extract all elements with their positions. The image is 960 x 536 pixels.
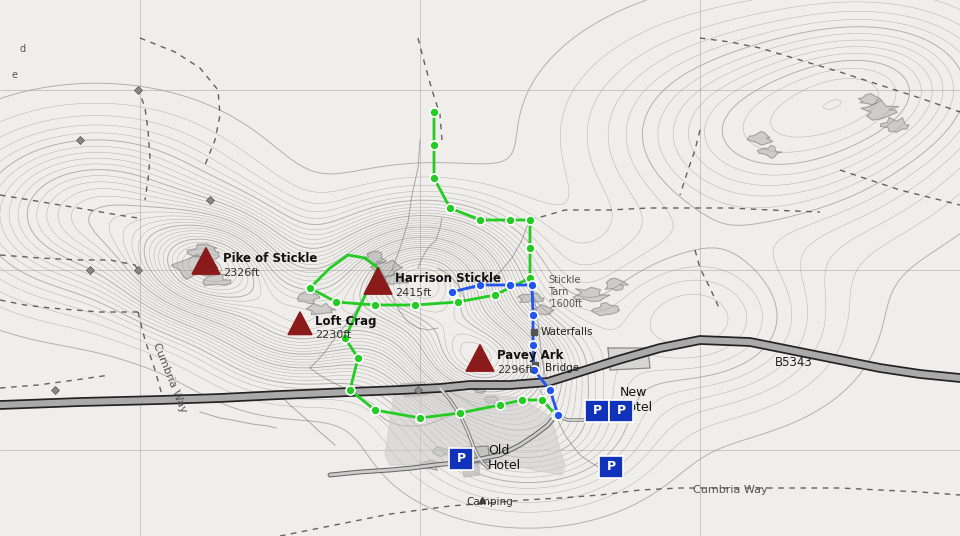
Polygon shape <box>192 248 220 274</box>
Polygon shape <box>608 348 650 370</box>
Text: 2326ft: 2326ft <box>223 268 259 278</box>
Text: P: P <box>456 452 466 465</box>
Polygon shape <box>187 244 220 260</box>
Text: Bridge: Bridge <box>545 363 579 373</box>
Text: 2296ft: 2296ft <box>497 365 534 375</box>
Polygon shape <box>462 462 480 477</box>
Text: Pike of Stickle: Pike of Stickle <box>223 252 318 265</box>
Text: Stickle
Tarn
'1600ft: Stickle Tarn '1600ft <box>548 276 582 309</box>
Polygon shape <box>485 396 500 404</box>
Polygon shape <box>469 384 492 393</box>
Polygon shape <box>573 287 610 302</box>
Polygon shape <box>380 272 409 285</box>
Polygon shape <box>288 312 312 334</box>
Text: B5343: B5343 <box>775 356 813 369</box>
Text: Cumbria Way: Cumbria Way <box>693 485 767 495</box>
Text: Waterfalls: Waterfalls <box>541 327 593 337</box>
Polygon shape <box>364 267 392 294</box>
Text: New
Hotel: New Hotel <box>620 386 653 414</box>
Polygon shape <box>534 304 554 315</box>
Text: e: e <box>12 70 18 80</box>
Polygon shape <box>203 274 230 286</box>
Text: P: P <box>607 460 615 473</box>
FancyBboxPatch shape <box>585 400 609 422</box>
Text: Pavey Ark: Pavey Ark <box>497 349 564 362</box>
Polygon shape <box>757 145 781 159</box>
Polygon shape <box>517 293 544 302</box>
Text: Camping: Camping <box>467 497 514 507</box>
Polygon shape <box>385 388 565 475</box>
Polygon shape <box>861 101 900 120</box>
Polygon shape <box>171 255 218 279</box>
Text: P: P <box>592 405 602 418</box>
Polygon shape <box>591 303 620 316</box>
Text: 2415ft: 2415ft <box>395 288 431 298</box>
Polygon shape <box>364 251 387 265</box>
Polygon shape <box>747 131 773 145</box>
Polygon shape <box>420 460 441 471</box>
Polygon shape <box>400 382 428 397</box>
Text: Cumbria Way: Cumbria Way <box>152 341 188 414</box>
FancyBboxPatch shape <box>609 400 633 422</box>
Polygon shape <box>371 260 403 276</box>
Polygon shape <box>858 94 881 105</box>
Text: d: d <box>20 44 26 54</box>
FancyBboxPatch shape <box>599 456 623 478</box>
Text: 2230ft: 2230ft <box>315 330 351 340</box>
Text: P: P <box>616 405 626 418</box>
Text: Old
Hotel: Old Hotel <box>488 444 521 472</box>
Polygon shape <box>466 345 494 371</box>
Polygon shape <box>458 446 490 464</box>
Polygon shape <box>880 117 909 132</box>
Text: Harrison Stickle: Harrison Stickle <box>395 272 501 286</box>
Polygon shape <box>433 447 450 457</box>
Polygon shape <box>298 291 320 303</box>
FancyBboxPatch shape <box>449 448 473 470</box>
Polygon shape <box>605 278 629 291</box>
Text: Loft Crag: Loft Crag <box>315 315 376 327</box>
Polygon shape <box>306 303 336 315</box>
